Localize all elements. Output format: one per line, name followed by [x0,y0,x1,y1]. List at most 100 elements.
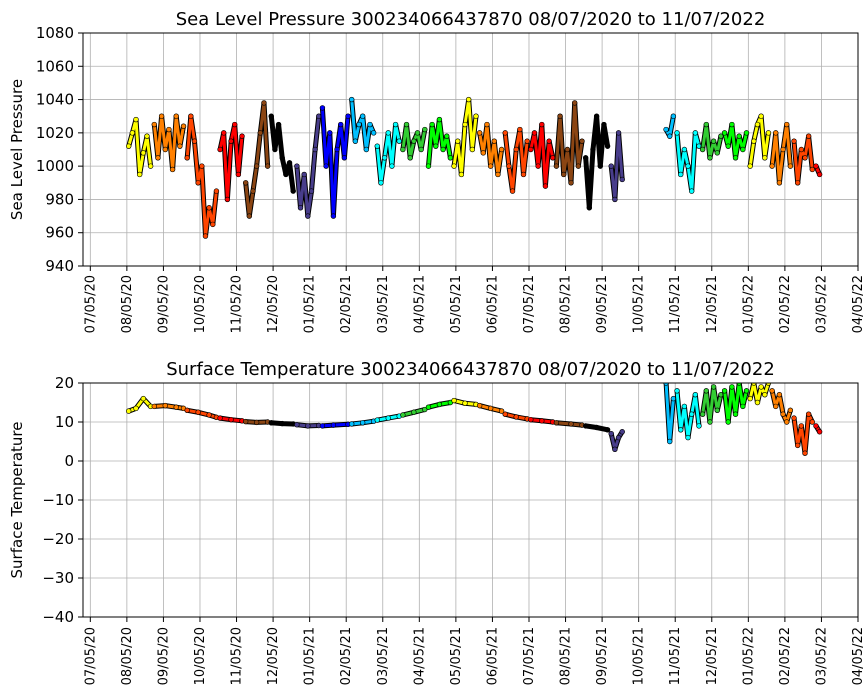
pressure-ytick-label: 1020 [36,124,74,142]
pressure-data-point [411,138,417,144]
temperature-data-point [681,403,688,410]
pressure-data-point [721,130,728,136]
pressure-data-point [732,155,739,161]
temperature-data-point [133,405,139,412]
temperature-data-point [612,446,618,452]
temperature-panel: −40 −30 −20 −10 0 10 20 07/05/20 08/05/20 09/05/2… [8,359,866,685]
pressure-data-point [604,143,611,149]
pressure-data-point [206,205,212,211]
pressure-xtick-label: 04/05/22 [851,275,866,333]
temperature-data-point [195,409,201,415]
temperature-chart-title: Surface Temperature 300234066437870 08/0… [166,359,775,380]
pressure-data-point [327,130,333,136]
pressure-data-point [374,143,380,149]
pressure-data-point [158,113,165,119]
temperature-data-point [305,423,311,429]
pressure-data-point [330,213,337,219]
temperature-xtick-label: 03/05/22 [814,627,829,685]
pressure-series-line [584,114,610,210]
pressure-data-point [129,130,136,136]
pressure-xtick-label: 03/05/21 [376,275,391,333]
pressure-data-point [751,138,757,144]
pressure-data-point [520,171,527,178]
pressure-data-point [561,171,567,178]
pressure-data-point [758,113,764,119]
temperature-data-point [330,422,337,428]
pressure-data-point [601,121,607,128]
pressure-series-line [320,106,350,218]
pressure-data-point [747,163,753,169]
pressure-data-point [491,138,497,144]
temperature-series-line [185,408,218,419]
pressure-data-point [678,171,684,178]
temperature-data-point [385,415,391,421]
pressure-xtick-label: 12/05/20 [266,275,281,333]
temperature-data-point [674,388,680,394]
pressure-data-point [286,160,293,166]
pressure-ytick-label: 960 [45,224,74,242]
temperature-data-point [784,419,790,425]
pressure-data-point [389,163,395,169]
temperature-data-point [802,450,808,456]
pressure-xtick-label: 02/05/21 [339,275,354,333]
pressure-data-point [517,126,523,133]
temperature-data-point [476,402,483,409]
temperature-data-point [678,427,684,433]
pressure-xtick-label: 12/05/21 [705,275,720,333]
pressure-data-point [319,105,326,111]
pressure-series-line [701,123,723,160]
pressure-data-point [707,155,713,161]
pressure-data-point [210,221,216,228]
temperature-data-point [294,422,300,428]
pressure-ytick-label: 1080 [36,24,74,42]
pressure-data-point [615,130,622,136]
temperature-data-point [776,392,783,398]
temperature-data-point [411,409,417,415]
pressure-xtick-label: 01/05/21 [303,275,318,333]
pressure-data-point [487,163,494,169]
pressure-data-point [272,146,278,153]
temperature-xtick-label: 08/05/20 [120,627,135,685]
pressure-xtick-label: 08/05/21 [559,275,574,333]
pressure-data-point [338,121,344,128]
temperature-data-point [374,417,380,423]
pressure-data-point [177,143,183,149]
pressure-data-point [213,188,220,194]
temperature-data-point [714,407,720,413]
temperature-xtick-label: 02/05/22 [778,627,793,685]
pressure-data-point [195,180,201,186]
temperature-xtick-label: 07/05/21 [522,627,537,685]
temperature-data-point [699,411,706,417]
temperature-series-line [609,430,624,451]
pressure-xtick-label: 07/05/21 [522,275,537,333]
pressure-data-point [444,133,450,139]
pressure-data-point [370,130,377,136]
pressure-data-point [253,163,260,169]
temperature-data-point [173,404,179,410]
pressure-series-line [792,134,814,185]
temperature-data-point [162,402,168,409]
pressure-data-point [400,146,406,153]
temperature-xtick-label: 07/05/20 [83,627,98,685]
pressure-data-point [710,138,717,144]
temperature-data-point [253,419,260,426]
pressure-data-point [765,130,772,136]
pressure-data-point [217,146,223,153]
pressure-data-point [582,155,589,161]
temperature-data-point [217,415,223,421]
pressure-data-point [147,163,154,169]
pressure-data-point [685,163,691,169]
temperature-data-point [462,400,468,406]
pressure-data-point [283,171,289,178]
temperature-data-point [451,397,457,404]
temperature-xtick-label: 12/05/20 [266,627,281,685]
pressure-xtick-label: 06/05/21 [485,275,500,333]
temperature-xtick-label: 02/05/21 [339,627,354,685]
temperature-data-point [813,423,819,429]
temperature-data-point [773,403,779,410]
pressure-data-point [294,163,300,169]
pressure-ytick-label: 980 [45,190,74,208]
pressure-data-point [224,196,231,203]
pressure-data-point [699,146,706,153]
